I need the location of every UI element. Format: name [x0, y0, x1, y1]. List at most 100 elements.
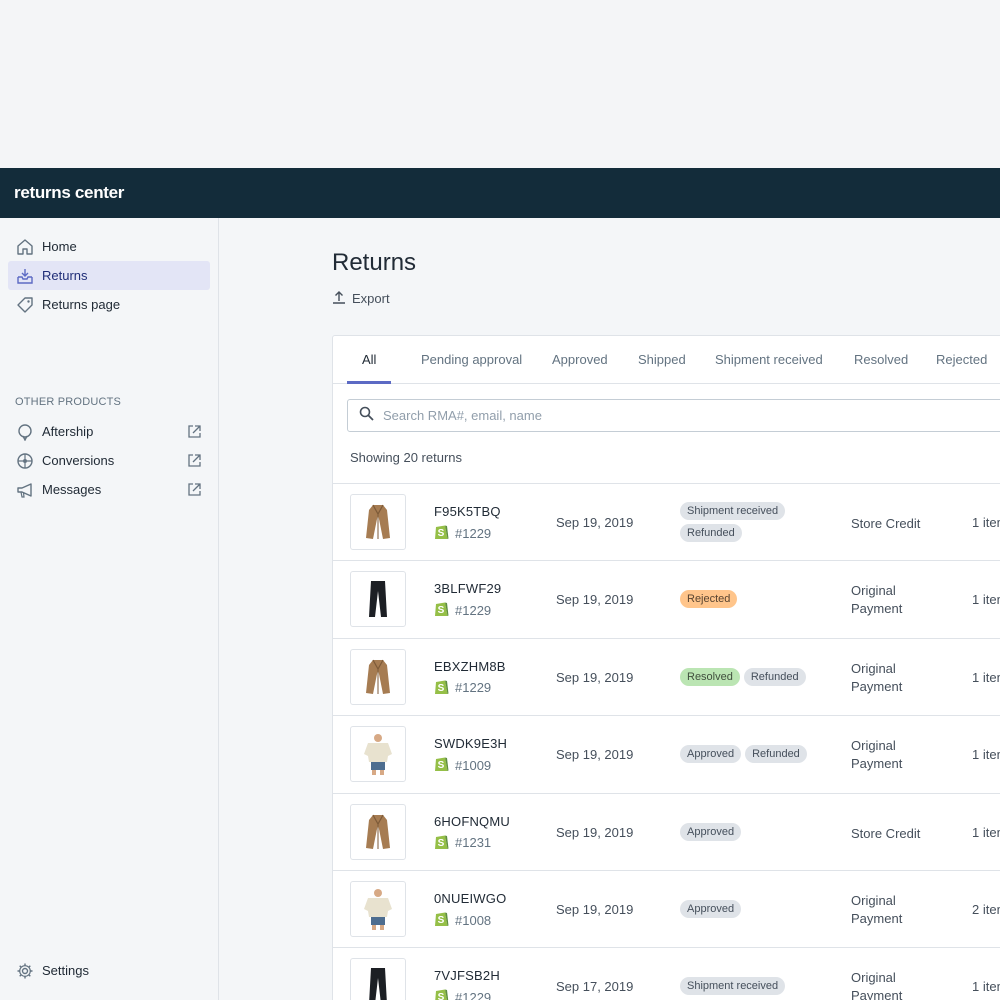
- shopify-icon: S: [434, 755, 449, 775]
- sidebar-item-messages[interactable]: Messages: [8, 475, 210, 504]
- status-badge: Approved: [680, 745, 742, 764]
- status-badge: Approved: [680, 900, 742, 918]
- status-badges: Approved: [680, 822, 830, 841]
- status-badges: Shipment received: [680, 977, 830, 996]
- search-field[interactable]: [347, 399, 1000, 432]
- product-thumbnail: [350, 494, 406, 550]
- status-badge: Approved: [680, 822, 742, 841]
- order-label: #1009: [455, 757, 492, 773]
- status-badges: Approved Refunded: [680, 745, 830, 764]
- order-label: #1229: [455, 602, 492, 618]
- table-row[interactable]: 3BLFWF29 S #1229 Sep 19, 2019 Rejected Origin…: [333, 560, 1000, 637]
- status-badges: Approved: [680, 900, 830, 918]
- return-date: Sep 19, 2019: [556, 592, 634, 608]
- rma-number[interactable]: 6HOFNQMU: [434, 813, 510, 829]
- rma-number[interactable]: 7VJFSB2H: [434, 968, 500, 984]
- table-row[interactable]: F95K5TBQ S #1229 Sep 19, 2019 Shipment recei…: [333, 483, 1000, 560]
- sidebar-item-label: Settings: [42, 963, 89, 978]
- order-number[interactable]: S #1229: [434, 600, 491, 620]
- refund-method-line: Original: [851, 660, 896, 676]
- status-badges: Resolved Refunded: [680, 667, 830, 686]
- tab-all[interactable]: All: [347, 336, 392, 384]
- product-thumbnail: [350, 726, 406, 783]
- tag-icon: [8, 296, 42, 314]
- product-thumbnail: [350, 881, 406, 937]
- search-input[interactable]: [383, 408, 883, 423]
- sidebar-item-label: Returns page: [42, 297, 121, 312]
- order-number[interactable]: S #1009: [434, 755, 491, 775]
- rma-number[interactable]: 0NUEIWGO: [434, 891, 507, 906]
- return-date: Sep 19, 2019: [556, 515, 634, 530]
- sidebar-item-returns[interactable]: Returns: [8, 261, 210, 290]
- refund-method-line: Payment: [851, 678, 903, 694]
- refund-method-line: Payment: [851, 601, 903, 617]
- return-date: Sep 17, 2019: [556, 979, 634, 995]
- export-icon: [332, 290, 346, 307]
- sidebar-item-aftership[interactable]: Aftership: [8, 417, 210, 446]
- refund-method-line: Store Credit: [851, 825, 921, 841]
- sidebar-item-home[interactable]: Home: [8, 232, 210, 261]
- external-link-icon[interactable]: [187, 482, 202, 502]
- export-button[interactable]: Export: [332, 290, 390, 307]
- order-number[interactable]: S #1229: [434, 678, 491, 698]
- refund-method-line: Original: [851, 583, 896, 599]
- svg-text:S: S: [438, 605, 445, 616]
- external-link-icon[interactable]: [187, 424, 202, 444]
- brand-logo: returns center: [14, 183, 125, 202]
- refund-method: Store Credit: [851, 515, 951, 533]
- main-content: Returns Export All Pending approval Appr…: [219, 218, 1000, 1000]
- item-count: 1 item: [972, 669, 1000, 685]
- export-label: Export: [352, 291, 390, 306]
- order-label: #1229: [455, 989, 492, 1000]
- shopify-icon: S: [434, 987, 449, 1000]
- table-row[interactable]: 0NUEIWGO S #1008 Sep 19, 2019 Approved Origin…: [333, 870, 1000, 947]
- tab-shipped[interactable]: Shipped: [638, 352, 686, 367]
- sidebar-item-label: Returns: [42, 268, 88, 283]
- table-row[interactable]: SWDK9E3H S #1009 Sep 19, 2019 Approved Refund…: [333, 715, 1000, 792]
- tab-shipment-received[interactable]: Shipment received: [715, 352, 823, 367]
- sidebar-item-returns-page[interactable]: Returns page: [8, 290, 210, 319]
- tab-rejected[interactable]: Rejected: [936, 352, 988, 367]
- order-number[interactable]: S #1008: [434, 910, 491, 930]
- order-number[interactable]: S #1229: [434, 987, 491, 1000]
- app-window: returns center Home Returns Returns page…: [0, 168, 1000, 1000]
- rma-number[interactable]: EBXZHM8B: [434, 658, 506, 674]
- order-label: #1231: [455, 835, 492, 851]
- returns-card: All Pending approval Approved Shipped Sh…: [332, 335, 1000, 1000]
- search-icon: [359, 406, 374, 426]
- sidebar-item-label: Conversions: [42, 453, 115, 468]
- tab-approved[interactable]: Approved: [552, 352, 608, 367]
- rma-number[interactable]: 3BLFWF29: [434, 581, 502, 597]
- return-date: Sep 19, 2019: [556, 669, 634, 685]
- sidebar-item-label: Messages: [42, 482, 102, 497]
- external-link-icon[interactable]: [187, 453, 202, 473]
- table-row[interactable]: 6HOFNQMU S #1231 Sep 19, 2019 Approved Store …: [333, 792, 1000, 870]
- sidebar-item-label: Home: [42, 239, 77, 254]
- status-badge: Refunded: [745, 745, 807, 764]
- return-date: Sep 19, 2019: [556, 747, 634, 763]
- product-thumbnail: [350, 571, 406, 628]
- svg-text:S: S: [438, 915, 445, 926]
- sidebar-item-conversions[interactable]: Conversions: [8, 446, 210, 475]
- inbox-download-icon: [8, 267, 42, 285]
- refund-method-line: Payment: [851, 911, 903, 926]
- refund-method: Store Credit: [851, 825, 951, 843]
- sidebar: Home Returns Returns page OTHER PRODUCTS…: [0, 218, 219, 1000]
- tab-pending-approval[interactable]: Pending approval: [421, 352, 523, 367]
- status-tabs: All Pending approval Approved Shipped Sh…: [333, 336, 1000, 384]
- tab-resolved[interactable]: Resolved: [854, 352, 909, 367]
- refund-method-line: Original: [851, 970, 896, 986]
- shopify-icon: S: [434, 600, 449, 620]
- refund-method-line: Original: [851, 893, 896, 908]
- shopify-icon: S: [434, 833, 449, 853]
- order-number[interactable]: S #1229: [434, 523, 491, 543]
- table-row[interactable]: 7VJFSB2H S #1229 Sep 17, 2019 Shipment recei…: [333, 947, 1000, 1000]
- order-number[interactable]: S #1231: [434, 833, 491, 853]
- refund-method-line: Original: [851, 738, 896, 754]
- rma-number[interactable]: SWDK9E3H: [434, 736, 508, 752]
- rma-number[interactable]: F95K5TBQ: [434, 504, 501, 519]
- globe-icon: [8, 452, 42, 470]
- page-title: Returns: [332, 249, 417, 276]
- table-row[interactable]: EBXZHM8B S #1229 Sep 19, 2019 Resolved Refund…: [333, 637, 1000, 715]
- sidebar-item-settings[interactable]: Settings: [8, 956, 210, 985]
